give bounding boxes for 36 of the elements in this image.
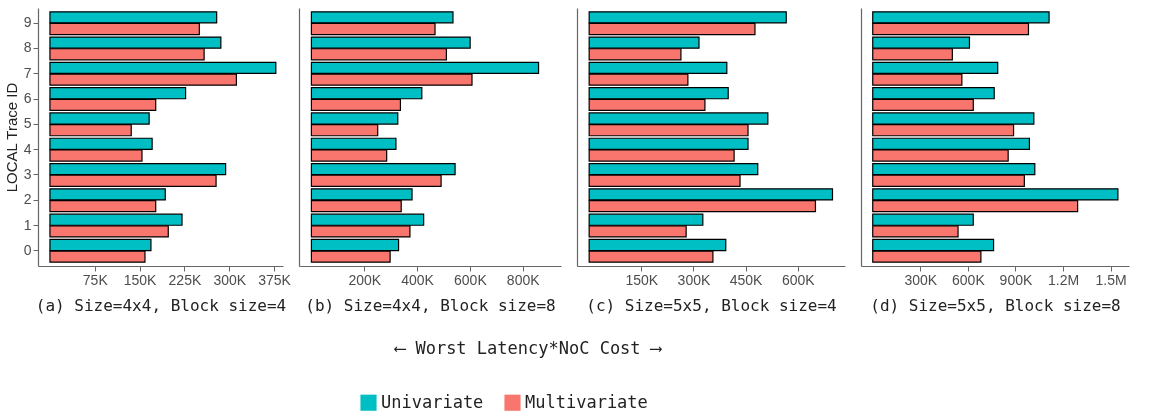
x-tick-label: 1.2M — [1047, 271, 1080, 288]
x-tick-label: 400K — [401, 271, 435, 288]
text: (a) Size=4x4, Block size=4 — [35, 295, 287, 315]
x-tick-label: 300K — [677, 271, 711, 288]
x-tick-label: 1.5M — [1095, 271, 1127, 288]
x-axis-title: ⟵ Worst Latency*NoC Cost ⟶ — [393, 338, 663, 358]
x-tick-label: 225K — [168, 271, 202, 288]
x-tick-label: 600K — [952, 271, 986, 288]
x-tick-label: 450K — [729, 271, 764, 288]
x-tick-label: 150K — [625, 271, 659, 288]
x-tick-label: 75K — [82, 271, 109, 288]
y-tick-label: 5 — [23, 115, 32, 132]
text: (b) Size=4x4, Block size=8 — [305, 295, 556, 315]
x-tick-label: 800K — [506, 271, 541, 288]
x-tick-label: 900K — [999, 271, 1033, 288]
y-tick-label: 7 — [23, 64, 32, 81]
y-tick-label: 9 — [23, 14, 32, 31]
y-tick-label: 4 — [23, 140, 32, 157]
x-tick-label: 300K — [213, 271, 247, 288]
x-tick-label: 600K — [781, 271, 816, 288]
x-tick-label: 200K — [348, 271, 382, 288]
x-tick-label: 375K — [258, 271, 292, 288]
y-tick-label: 0 — [23, 241, 32, 258]
text: (d) Size=5x5, Block size=8 — [870, 295, 1121, 315]
legend-label: Univariate — [381, 391, 484, 412]
y-tick-label: 6 — [23, 90, 32, 107]
x-tick-label: 300K — [904, 271, 938, 288]
y-axis-title: LOCAL Trace ID — [2, 82, 20, 193]
y-tick-label: 3 — [23, 165, 32, 182]
y-tick-label: 2 — [23, 191, 32, 208]
text: (c) Size=5x5, Block size=4 — [586, 295, 837, 315]
x-tick-label: 600K — [454, 271, 488, 288]
legend-label: Multivariate — [525, 391, 648, 412]
y-tick-label: 8 — [23, 39, 32, 56]
y-tick-label: 1 — [23, 216, 32, 233]
x-tick-label: 150K — [123, 271, 158, 288]
